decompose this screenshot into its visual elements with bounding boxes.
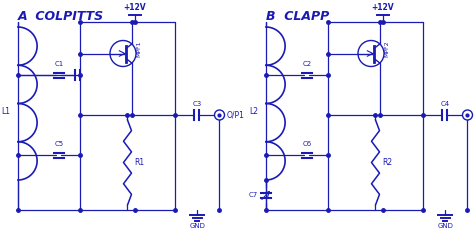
Text: C4: C4 bbox=[440, 101, 449, 107]
Circle shape bbox=[110, 40, 136, 67]
Text: L2: L2 bbox=[249, 106, 258, 115]
Text: R1: R1 bbox=[135, 158, 145, 167]
Text: GND: GND bbox=[438, 223, 453, 229]
Text: C3: C3 bbox=[192, 101, 201, 107]
Text: C5: C5 bbox=[55, 141, 64, 147]
Text: C7: C7 bbox=[249, 192, 258, 198]
Text: L1: L1 bbox=[1, 106, 10, 115]
Text: A  COLPITTS: A COLPITTS bbox=[18, 10, 104, 23]
Text: GND: GND bbox=[189, 223, 205, 229]
Text: C1: C1 bbox=[55, 61, 64, 67]
Text: MPF2: MPF2 bbox=[384, 40, 389, 57]
Circle shape bbox=[463, 110, 473, 120]
Text: C6: C6 bbox=[302, 141, 311, 147]
Text: MPF1: MPF1 bbox=[136, 40, 141, 57]
Text: C2: C2 bbox=[302, 61, 311, 67]
Text: +12V: +12V bbox=[124, 3, 146, 12]
Text: R2: R2 bbox=[383, 158, 392, 167]
Text: O/P1: O/P1 bbox=[227, 110, 245, 120]
Text: B  CLAPP: B CLAPP bbox=[266, 10, 329, 23]
Circle shape bbox=[215, 110, 225, 120]
Text: +12V: +12V bbox=[372, 3, 394, 12]
Circle shape bbox=[358, 40, 384, 67]
